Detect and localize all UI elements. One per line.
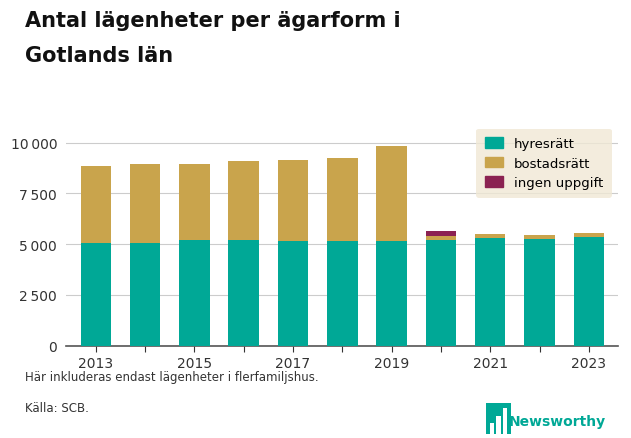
Bar <box>503 408 507 434</box>
Bar <box>524 236 555 240</box>
Bar <box>81 244 111 346</box>
Bar <box>490 424 494 434</box>
Bar <box>327 241 358 346</box>
Bar <box>475 239 505 346</box>
Bar <box>475 234 505 239</box>
Bar <box>426 236 456 240</box>
Bar <box>81 166 111 244</box>
Text: Newsworthy: Newsworthy <box>509 414 606 428</box>
Bar <box>574 233 604 237</box>
Bar <box>130 243 160 346</box>
Bar <box>179 165 209 240</box>
Legend: hyresrätt, bostadsrätt, ingen uppgift: hyresrätt, bostadsrätt, ingen uppgift <box>476 129 612 198</box>
Bar <box>278 242 309 346</box>
Bar <box>228 162 259 240</box>
Text: Antal lägenheter per ägarform i: Antal lägenheter per ägarform i <box>25 11 401 31</box>
Bar <box>426 240 456 346</box>
Bar <box>179 240 209 346</box>
Bar <box>228 240 259 346</box>
Text: Gotlands län: Gotlands län <box>25 46 174 66</box>
Text: Källa: SCB.: Källa: SCB. <box>25 401 89 414</box>
Bar <box>376 147 407 242</box>
Bar <box>426 231 456 236</box>
Bar <box>130 165 160 243</box>
Bar <box>524 240 555 346</box>
Bar <box>327 159 358 241</box>
Text: Här inkluderas endast lägenheter i flerfamiljshus.: Här inkluderas endast lägenheter i flerf… <box>25 370 319 383</box>
Bar <box>278 161 309 242</box>
Bar <box>497 416 500 434</box>
Bar <box>574 237 604 346</box>
Bar <box>376 242 407 346</box>
